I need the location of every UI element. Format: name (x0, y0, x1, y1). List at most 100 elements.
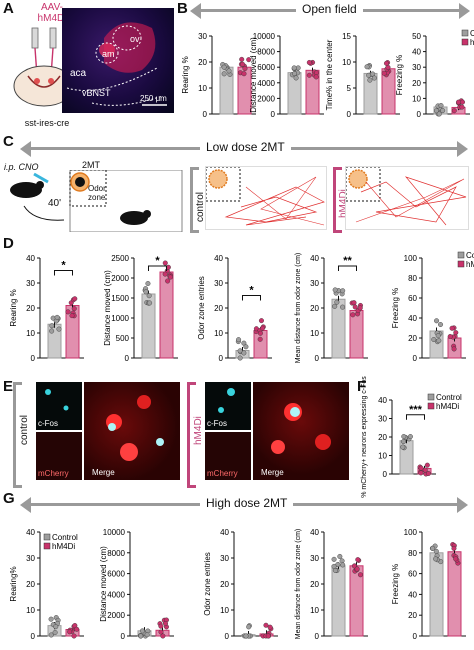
data-point (350, 312, 356, 318)
data-point (332, 287, 338, 293)
y-axis-label: Rearing % (9, 289, 18, 326)
data-point (48, 616, 54, 622)
zone-label-line1: Odor (88, 184, 106, 193)
y-tick-label: 2000 (111, 274, 129, 283)
y-tick-label: 20 (220, 580, 229, 589)
y-tick-label: 30 (220, 554, 229, 563)
y-tick-label: 10 (26, 606, 35, 615)
y-tick-label: 40 (378, 396, 387, 405)
bar-control (429, 552, 444, 637)
zone-label: Odor zone (88, 184, 106, 202)
chart-G5: Freezing % 0 20 40 60 80 100 (391, 528, 466, 641)
y-tick-label: 10 (378, 452, 387, 461)
protocol-schematic (10, 170, 183, 232)
chart-F: % mCherry+ neurons expressing c-Fos 0 10 20… (361, 376, 462, 498)
data-point (371, 75, 377, 81)
data-point (260, 325, 266, 331)
data-point (236, 337, 242, 343)
y-tick-label: 30 (310, 279, 319, 288)
y-tick-label: 10 (310, 606, 319, 615)
significance-bracket (242, 295, 261, 301)
y-tick-label: 0 (315, 354, 320, 363)
data-point (453, 556, 459, 562)
data-point (263, 622, 269, 628)
panel-letter-b: B (177, 0, 188, 17)
data-point (160, 633, 166, 639)
data-point (240, 61, 246, 67)
virus-label-line1: AAV- (40, 2, 64, 13)
mouse-line-label: sst-ires-cre (24, 118, 70, 128)
panel-letter-g: G (3, 490, 15, 507)
data-point (242, 66, 248, 72)
y-tick-label: 0 (31, 632, 36, 641)
y-tick-label: 0 (417, 110, 422, 119)
hm4di-label-e: hM4Di (193, 416, 204, 445)
y-tick-label: 20 (26, 580, 35, 589)
significance-bracket (54, 270, 73, 276)
y-tick-label: 6000 (107, 570, 125, 579)
significance-label: * (155, 255, 160, 267)
significance-bracket (338, 265, 357, 271)
data-point (306, 60, 312, 66)
data-point (163, 621, 169, 627)
y-tick-label: 10 (198, 84, 207, 93)
data-point (401, 434, 407, 440)
region-am-label: am (102, 49, 115, 59)
mcherry-label: mCherry (38, 469, 69, 478)
arrow-left-icon (20, 141, 31, 157)
y-tick-label: 30 (214, 279, 223, 288)
data-point (53, 624, 59, 630)
legend-label-control: Control (466, 251, 474, 260)
injection-label: i.p. CNO (4, 162, 39, 172)
data-point (435, 333, 441, 339)
y-tick-label: 20 (412, 79, 421, 88)
virus-label-line2: hM4Di (37, 13, 67, 24)
zone-label-line2: zone (88, 193, 106, 202)
significance-label: * (249, 285, 254, 297)
hm4di-cfos-image: c-Fos (205, 382, 251, 430)
data-point (144, 632, 150, 638)
arrow-right-icon (459, 3, 470, 19)
y-tick-label: 10 (412, 94, 421, 103)
y-tick-label: 30 (310, 554, 319, 563)
y-tick-label: 100 (404, 254, 418, 263)
y-tick-label: 0 (271, 110, 276, 119)
scale-bar-label: 250 μm (140, 94, 167, 103)
data-point (258, 318, 264, 324)
y-tick-label: 8000 (257, 48, 275, 57)
data-point (72, 296, 78, 302)
y-tick-label: 40 (412, 48, 421, 57)
data-point (54, 314, 60, 320)
y-tick-label: 2500 (111, 254, 129, 263)
data-point (364, 64, 370, 70)
y-tick-label: 5 (347, 84, 352, 93)
banner-open-field: Open field (190, 2, 470, 19)
data-point (69, 313, 75, 319)
y-axis-label: Freezing % (391, 288, 400, 328)
data-point (451, 545, 457, 551)
data-point (340, 288, 346, 294)
bar-hm4di (159, 271, 174, 359)
data-point (313, 74, 319, 80)
data-point (431, 337, 437, 343)
data-point (167, 274, 173, 280)
data-point (243, 344, 249, 350)
y-tick-label: 20 (408, 334, 417, 343)
merge-cells (106, 395, 164, 461)
data-point (357, 305, 363, 311)
hm4di-bracket (333, 167, 342, 233)
significance-label: *** (409, 404, 423, 416)
significance-bracket (406, 414, 425, 420)
y-tick-label: 50 (412, 32, 421, 41)
data-point (71, 633, 77, 639)
data-point (354, 566, 360, 572)
data-point (143, 289, 149, 295)
data-point (422, 467, 428, 473)
data-point (74, 626, 80, 632)
data-point (49, 328, 55, 334)
legend-swatch-hm4di (43, 542, 51, 550)
y-tick-label: 40 (310, 528, 319, 537)
y-tick-label: 0 (413, 354, 418, 363)
